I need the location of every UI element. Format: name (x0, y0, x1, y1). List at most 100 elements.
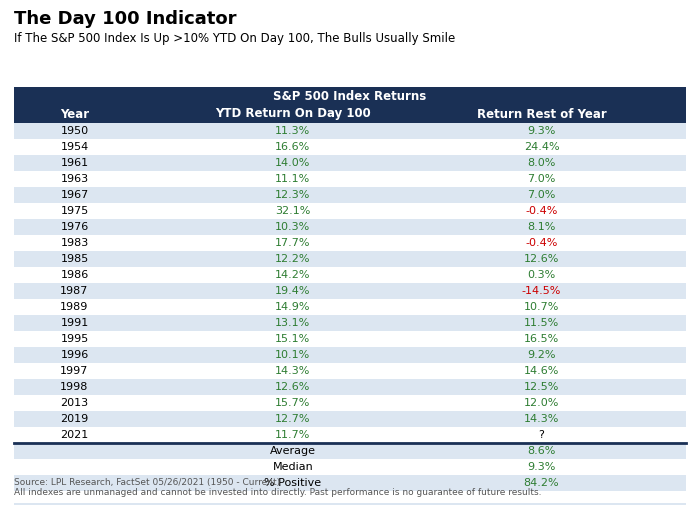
Text: 12.3%: 12.3% (275, 190, 311, 200)
Text: 11.5%: 11.5% (524, 318, 559, 328)
Bar (14, 139, 686, 155)
Text: ?: ? (538, 430, 545, 440)
Text: 16.5%: 16.5% (524, 334, 559, 344)
Text: 2013: 2013 (60, 398, 88, 408)
Text: 1950: 1950 (60, 126, 88, 136)
Bar (14, 105, 686, 123)
Text: 14.0%: 14.0% (275, 158, 311, 168)
Text: 84.2%: 84.2% (524, 478, 559, 488)
Text: 1991: 1991 (60, 318, 89, 328)
Text: 1985: 1985 (60, 254, 89, 264)
Text: 11.7%: 11.7% (275, 430, 311, 440)
Text: 1963: 1963 (60, 174, 88, 184)
Text: 9.2%: 9.2% (527, 350, 556, 360)
Text: 1987: 1987 (60, 286, 89, 296)
Text: Return Rest of Year: Return Rest of Year (477, 108, 606, 121)
Text: 12.7%: 12.7% (275, 414, 311, 424)
Bar (14, 411, 686, 427)
Bar (14, 87, 686, 105)
Text: If The S&P 500 Index Is Up >10% YTD On Day 100, The Bulls Usually Smile: If The S&P 500 Index Is Up >10% YTD On D… (14, 32, 455, 45)
Text: 1975: 1975 (60, 206, 89, 216)
Text: 10.3%: 10.3% (275, 222, 311, 232)
Text: 7.0%: 7.0% (527, 174, 556, 184)
Text: 14.9%: 14.9% (275, 302, 311, 312)
Text: 9.3%: 9.3% (527, 126, 556, 136)
Text: 1995: 1995 (60, 334, 89, 344)
Bar (14, 443, 686, 459)
Text: 9.3%: 9.3% (527, 462, 556, 472)
Bar (14, 459, 686, 475)
Bar (14, 331, 686, 347)
Text: 11.3%: 11.3% (275, 126, 311, 136)
Bar (14, 283, 686, 299)
Text: 14.6%: 14.6% (524, 366, 559, 376)
Text: 12.6%: 12.6% (275, 382, 311, 392)
Text: % Positive: % Positive (265, 478, 321, 488)
Text: 0.3%: 0.3% (527, 270, 556, 280)
Bar (14, 267, 686, 283)
Text: 11.1%: 11.1% (275, 174, 311, 184)
Text: Year: Year (60, 108, 89, 121)
Text: 17.7%: 17.7% (275, 238, 311, 248)
Text: 15.7%: 15.7% (275, 398, 311, 408)
Bar (14, 123, 686, 139)
Text: 1967: 1967 (60, 190, 89, 200)
Bar (14, 155, 686, 171)
Text: 13.1%: 13.1% (275, 318, 311, 328)
Bar (14, 299, 686, 315)
Bar (14, 235, 686, 251)
Text: -14.5%: -14.5% (522, 286, 561, 296)
Bar (14, 251, 686, 267)
Text: 1954: 1954 (60, 142, 89, 152)
Text: 15.1%: 15.1% (275, 334, 311, 344)
Text: 24.4%: 24.4% (524, 142, 559, 152)
Text: 1961: 1961 (60, 158, 88, 168)
Text: 12.2%: 12.2% (275, 254, 311, 264)
Bar (14, 315, 686, 331)
Bar (14, 187, 686, 203)
Text: 1996: 1996 (60, 350, 89, 360)
Text: 8.0%: 8.0% (527, 158, 556, 168)
Text: Source: LPL Research, FactSet 05/26/2021 (1950 - Current): Source: LPL Research, FactSet 05/26/2021… (14, 478, 280, 487)
Bar (14, 395, 686, 411)
Bar (14, 171, 686, 187)
Text: 10.7%: 10.7% (524, 302, 559, 312)
Text: 1997: 1997 (60, 366, 89, 376)
Text: The Day 100 Indicator: The Day 100 Indicator (14, 10, 237, 28)
Text: 12.6%: 12.6% (524, 254, 559, 264)
Text: S&P 500 Index Returns: S&P 500 Index Returns (274, 89, 426, 103)
Bar (14, 363, 686, 379)
Bar (14, 203, 686, 219)
Text: 14.2%: 14.2% (275, 270, 311, 280)
Bar (14, 475, 686, 491)
Text: 12.5%: 12.5% (524, 382, 559, 392)
Text: 14.3%: 14.3% (275, 366, 311, 376)
Bar (14, 427, 686, 443)
Text: 1998: 1998 (60, 382, 89, 392)
Bar (14, 347, 686, 363)
Text: 1989: 1989 (60, 302, 89, 312)
Text: 19.4%: 19.4% (275, 286, 311, 296)
Text: Median: Median (272, 462, 314, 472)
Text: -0.4%: -0.4% (525, 238, 558, 248)
Bar (14, 219, 686, 235)
Text: YTD Return On Day 100: YTD Return On Day 100 (215, 108, 371, 121)
Text: 16.6%: 16.6% (275, 142, 311, 152)
Text: 32.1%: 32.1% (275, 206, 311, 216)
Text: 14.3%: 14.3% (524, 414, 559, 424)
Text: Average: Average (270, 446, 316, 456)
Text: 10.1%: 10.1% (275, 350, 311, 360)
Bar (14, 503, 686, 505)
Text: 1983: 1983 (60, 238, 89, 248)
Text: 2021: 2021 (60, 430, 89, 440)
Text: 8.1%: 8.1% (527, 222, 556, 232)
Text: 12.0%: 12.0% (524, 398, 559, 408)
Text: 8.6%: 8.6% (527, 446, 556, 456)
Text: 1986: 1986 (60, 270, 89, 280)
Text: 1976: 1976 (60, 222, 89, 232)
Text: 2019: 2019 (60, 414, 89, 424)
Text: All indexes are unmanaged and cannot be invested into directly. Past performance: All indexes are unmanaged and cannot be … (14, 488, 542, 497)
Bar (14, 379, 686, 395)
Text: 7.0%: 7.0% (527, 190, 556, 200)
Text: -0.4%: -0.4% (525, 206, 558, 216)
